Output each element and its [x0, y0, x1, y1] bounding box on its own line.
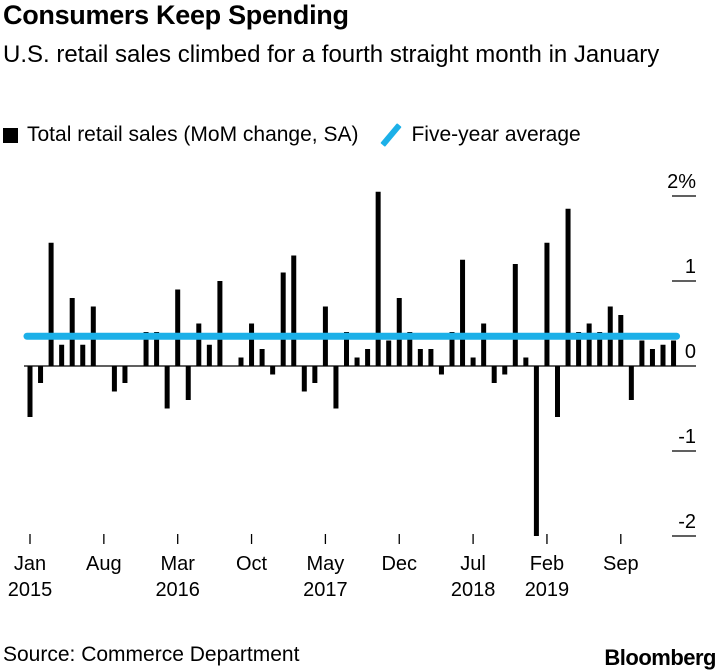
- data-bar: [597, 332, 603, 366]
- data-bar: [428, 349, 434, 366]
- data-bar: [375, 191, 381, 366]
- data-bar: [301, 366, 307, 392]
- data-bar: [407, 332, 413, 366]
- data-bar: [460, 259, 466, 366]
- data-bar: [175, 289, 181, 366]
- bloomberg-logo: Bloomberg: [604, 645, 716, 670]
- data-bar: [618, 315, 624, 366]
- data-bar: [291, 255, 297, 366]
- data-bar: [217, 281, 223, 366]
- legend-item-average: Five-year average: [380, 123, 580, 147]
- data-bar: [512, 264, 518, 366]
- data-bar: [312, 366, 318, 383]
- data-bar: [38, 366, 44, 383]
- data-bar: [238, 357, 244, 366]
- retail-sales-chart: 2% 1 0 -1 -2 Jan 2015 Aug Mar 2016 Oct May 2017 Dec Ju…: [8, 171, 696, 601]
- data-bar: [69, 298, 75, 366]
- x-tick-month-label: Aug: [86, 553, 122, 575]
- x-tick-month-label: May: [307, 553, 345, 575]
- data-bar: [122, 366, 128, 383]
- data-bar: [270, 366, 276, 375]
- data-bar: [396, 298, 402, 366]
- data-bar: [249, 323, 255, 366]
- data-bar: [660, 344, 666, 366]
- data-bar: [27, 366, 33, 417]
- legend-label-bars: Total retail sales (MoM change, SA): [27, 123, 359, 146]
- data-bar: [649, 349, 655, 366]
- data-bar: [639, 340, 645, 366]
- source-note: Source: Commerce Department: [3, 643, 300, 666]
- x-tick-year-label: 2016: [155, 579, 200, 601]
- data-bar: [344, 332, 349, 366]
- data-bar: [111, 366, 117, 392]
- x-tick-month-label: Jan: [14, 553, 46, 575]
- data-bar: [333, 366, 339, 409]
- y-tick-label: -1: [678, 426, 696, 448]
- x-tick-month-label: Mar: [160, 553, 195, 575]
- data-bar: [206, 344, 212, 366]
- data-bar: [143, 332, 149, 366]
- x-tick-month-label: Oct: [236, 553, 268, 575]
- data-bar: [438, 366, 444, 375]
- data-bar: [491, 366, 497, 383]
- data-bar: [48, 242, 54, 366]
- data-bar: [565, 208, 571, 366]
- y-tick-label: 2%: [667, 171, 696, 193]
- data-bar: [481, 323, 487, 366]
- data-bar: [154, 332, 160, 366]
- data-bar: [80, 344, 86, 366]
- x-tick-year-label: 2017: [303, 579, 348, 601]
- x-tick-month-label: Sep: [603, 553, 639, 575]
- x-tick-month-label: Feb: [530, 553, 564, 575]
- data-bar: [185, 366, 191, 400]
- x-tick-month-label: Dec: [381, 553, 417, 575]
- data-bar: [576, 332, 582, 366]
- data-bar: [365, 349, 371, 366]
- data-bar: [671, 340, 677, 366]
- x-tick-year-label: 2019: [525, 579, 570, 601]
- bar-swatch-icon: [3, 127, 18, 143]
- legend-item-bars: Total retail sales (MoM change, SA): [3, 123, 358, 147]
- data-bar: [533, 366, 539, 536]
- data-bar: [470, 357, 476, 366]
- chart-subtitle: U.S. retail sales climbed for a fourth s…: [3, 41, 660, 68]
- data-bar: [386, 340, 392, 366]
- data-bar: [164, 366, 170, 409]
- chart-title: Consumers Keep Spending: [3, 0, 349, 30]
- y-tick-label: 1: [685, 256, 696, 278]
- data-bar: [354, 357, 360, 366]
- data-bar: [59, 344, 65, 366]
- data-bar: [196, 323, 202, 366]
- data-bar: [555, 366, 560, 417]
- data-bar: [586, 323, 592, 366]
- data-bar: [544, 242, 550, 366]
- data-bar: [280, 272, 286, 366]
- legend: Total retail sales (MoM change, SA) Five…: [3, 120, 603, 150]
- data-bar: [417, 349, 423, 366]
- legend-label-average: Five-year average: [411, 123, 581, 146]
- data-bar: [259, 349, 265, 366]
- x-tick-year-label: 2015: [8, 579, 53, 601]
- data-bar: [502, 366, 508, 375]
- x-tick-year-label: 2018: [451, 579, 496, 601]
- y-tick-label: 0: [685, 341, 696, 363]
- x-tick-month-label: Jul: [460, 553, 486, 575]
- data-bar: [628, 366, 634, 400]
- y-tick-label: -2: [678, 511, 696, 533]
- data-bar: [523, 357, 529, 366]
- data-bar: [449, 332, 455, 366]
